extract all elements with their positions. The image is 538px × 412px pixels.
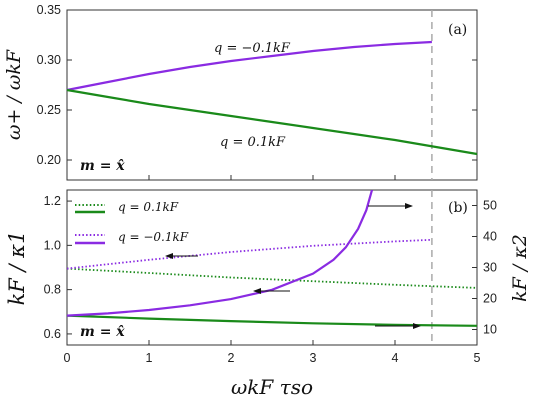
panel-b-ytick-label-right: 50 xyxy=(483,199,497,213)
panel-a-ytick-label: 0.30 xyxy=(37,53,61,67)
legend: q = 0.1kF q = −0.1kF xyxy=(75,200,189,245)
panel-b-xtick-label: 3 xyxy=(310,351,317,365)
panel-a-annotation: m = x̂ xyxy=(80,158,125,174)
panel-b-xlabel: ωkF τso xyxy=(231,375,313,399)
panel-b-xtick-label: 0 xyxy=(64,351,71,365)
panel-a-series-line-0 xyxy=(66,40,432,92)
panel-b-series-line-3 xyxy=(67,190,374,317)
panel-a-ytick-label: 0.20 xyxy=(37,153,61,167)
panel-b-xtick-label: 5 xyxy=(474,351,481,365)
panel-a-series-label-neg: q = −0.1kF xyxy=(214,41,291,56)
panel-a: 0.20 0.25 0.30 0.35 (a) ω+ / ωkF m = x̂ q =… xyxy=(3,3,478,181)
legend-label-neg: q = −0.1kF xyxy=(118,230,189,244)
panel-b-x-ticks: 0 1 2 3 4 5 xyxy=(64,340,481,365)
panel-b-y-ticks-left: 0.6 0.8 1.0 1.2 xyxy=(44,194,72,341)
panel-a-lines xyxy=(66,10,478,180)
panel-b: 0 1 2 3 4 5 0.6 0.8 1.0 1.2 10 20 30 40 50 q = 0.1kF… xyxy=(5,189,531,399)
panel-b-ytick-label-right: 30 xyxy=(483,261,497,275)
panel-b-label: (b) xyxy=(448,200,468,216)
panel-a-label: (a) xyxy=(448,22,467,38)
panel-b-series-line-0 xyxy=(67,267,477,289)
panel-b-ylabel-left: kF / κ1 xyxy=(5,231,29,306)
panel-b-ytick-label-left: 0.8 xyxy=(44,283,61,297)
panel-b-ytick-label-left: 1.0 xyxy=(44,238,61,252)
panel-b-ytick-label-right: 20 xyxy=(483,292,497,306)
panel-a-series-label-pos: q = 0.1kF xyxy=(220,135,286,150)
panel-b-ytick-label-right: 10 xyxy=(483,323,497,337)
panel-b-y-ticks-right: 10 20 30 40 50 xyxy=(472,199,497,337)
panel-b-ytick-label-right: 40 xyxy=(483,230,497,244)
panel-b-xtick-label: 2 xyxy=(228,351,235,365)
panel-b-annotation: m = x̂ xyxy=(80,324,125,340)
panel-b-series-line-2 xyxy=(67,314,477,327)
panel-a-frame xyxy=(66,9,478,181)
panel-b-series-line-1 xyxy=(67,238,432,270)
legend-label-pos: q = 0.1kF xyxy=(118,200,179,214)
panel-a-series-line-1 xyxy=(66,88,478,156)
panel-b-xtick-label: 1 xyxy=(146,351,153,365)
panel-b-ytick-label-left: 0.6 xyxy=(44,327,61,341)
panel-a-y-ticks: 0.20 0.25 0.30 0.35 xyxy=(37,3,478,180)
panel-a-ylabel: ω+ / ωkF xyxy=(3,49,25,140)
panel-b-ylabel-right: kF / κ2 xyxy=(509,234,531,302)
panel-b-xtick-label: 4 xyxy=(392,351,399,365)
panel-b-ytick-label-left: 1.2 xyxy=(44,194,61,208)
panel-a-ytick-label: 0.25 xyxy=(37,103,61,117)
panel-a-ytick-label: 0.35 xyxy=(37,3,61,17)
panel-b-lines xyxy=(67,190,477,345)
